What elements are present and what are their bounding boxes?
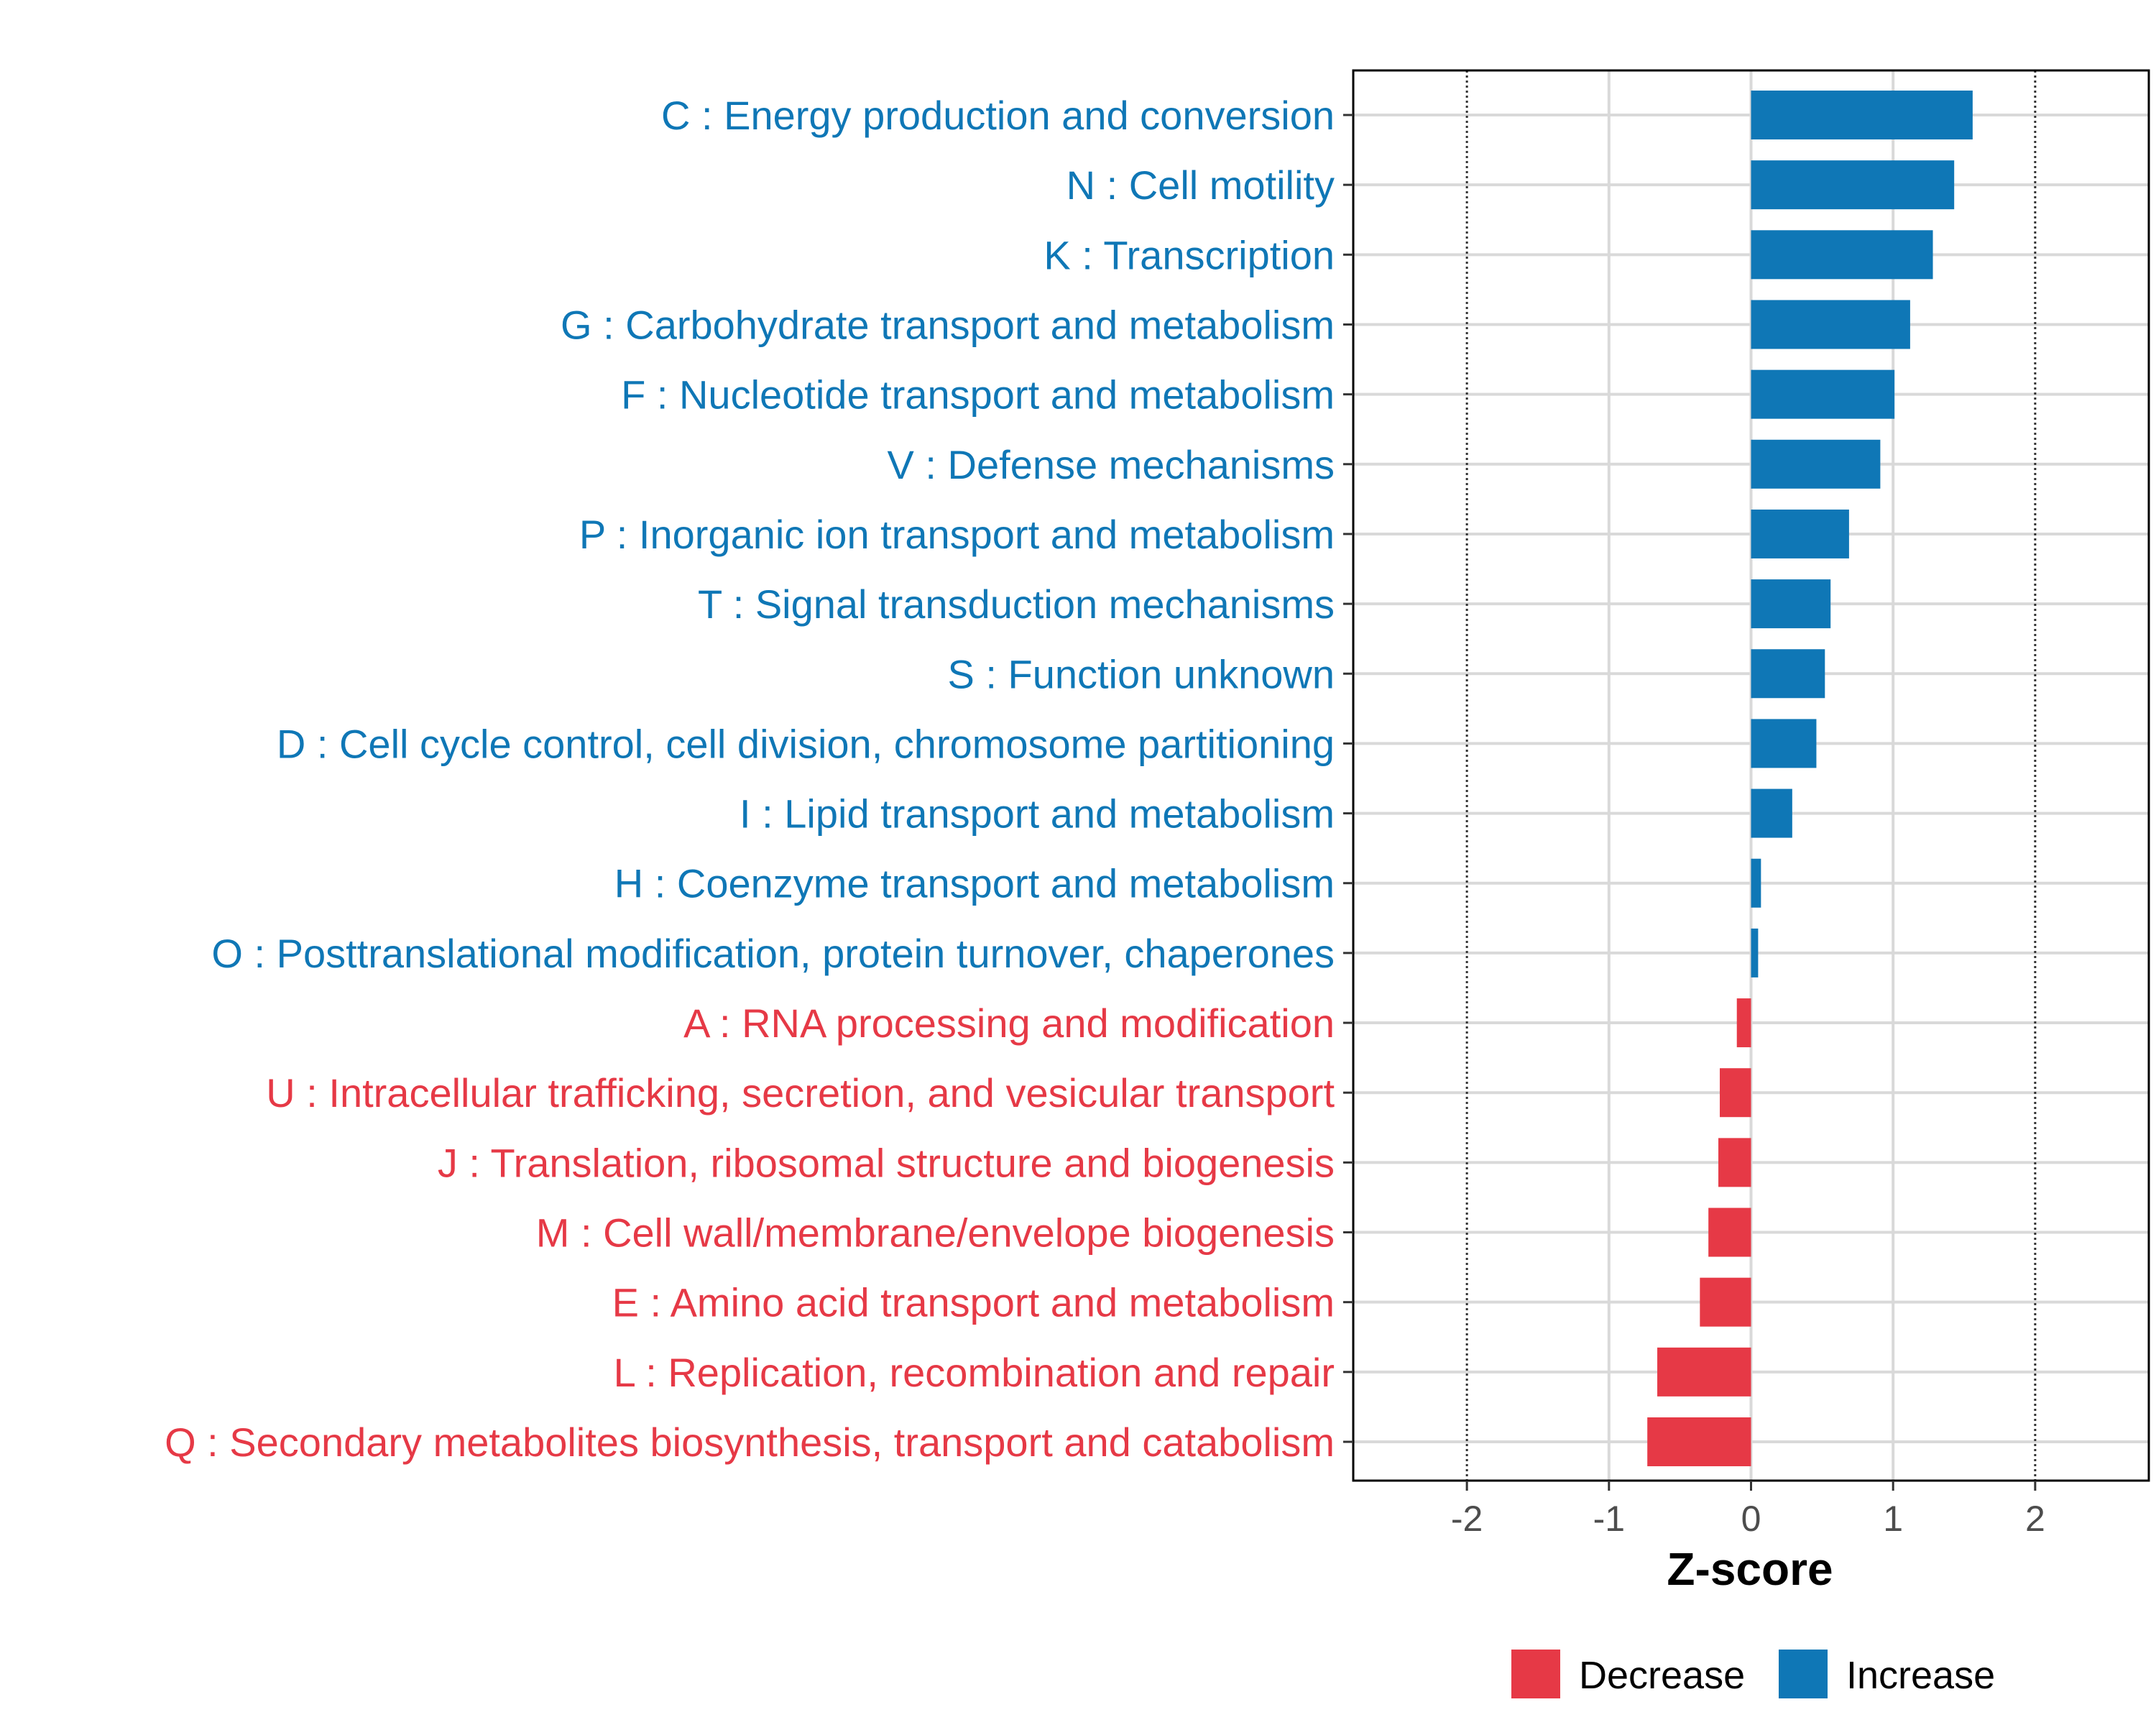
category-label: U : Intracellular trafficking, secretion…: [266, 1070, 1335, 1116]
bar: [1736, 998, 1751, 1048]
category-label: G : Carbohydrate transport and metabolis…: [561, 302, 1335, 347]
category-label: J : Translation, ribosomal structure and…: [438, 1140, 1335, 1185]
bar: [1751, 300, 1910, 349]
bar: [1751, 579, 1831, 629]
bar: [1720, 1068, 1751, 1118]
category-label: I : Lipid transport and metabolism: [740, 791, 1335, 837]
bar: [1700, 1277, 1751, 1327]
bar: [1751, 230, 1933, 280]
bar: [1751, 91, 1973, 139]
bar: [1751, 928, 1759, 978]
category-label: F : Nucleotide transport and metabolism: [621, 372, 1335, 418]
legend-label-increase: Increase: [1846, 1654, 1995, 1697]
bar: [1751, 719, 1817, 768]
x-tick-label: -2: [1451, 1499, 1483, 1539]
bar: [1751, 649, 1825, 699]
x-tick-label: 0: [1741, 1499, 1761, 1539]
category-label: P : Inorganic ion transport and metaboli…: [579, 512, 1335, 557]
legend: Decrease Increase: [1511, 1650, 1995, 1698]
x-axis-ticks: -2 -1 0 1 2: [1451, 1481, 2045, 1539]
y-axis-labels: C : Energy production and conversion N : …: [165, 93, 1335, 1465]
category-label: Q : Secondary metabolites biosynthesis, …: [165, 1420, 1335, 1465]
bar: [1751, 788, 1792, 838]
category-label: O : Posttranslational modification, prot…: [211, 931, 1335, 976]
legend-label-decrease: Decrease: [1579, 1654, 1745, 1697]
legend-swatch-decrease: [1511, 1650, 1560, 1698]
bar: [1718, 1138, 1751, 1187]
bar: [1647, 1417, 1751, 1466]
bar: [1751, 439, 1881, 489]
legend-swatch-increase: [1779, 1650, 1828, 1698]
category-label: V : Defense mechanisms: [888, 442, 1335, 487]
bars: [1647, 91, 1973, 1466]
x-axis-title: Z-score: [1667, 1543, 1833, 1595]
category-label: S : Function unknown: [947, 651, 1335, 696]
reference-lines: [1465, 70, 2037, 1481]
bar: [1751, 160, 1955, 210]
x-tick-label: -1: [1593, 1499, 1625, 1539]
category-label: T : Signal transduction mechanisms: [698, 581, 1335, 627]
bar: [1657, 1347, 1751, 1397]
category-label: E : Amino acid transport and metabolism: [612, 1280, 1335, 1325]
y-axis-ticks: [1343, 114, 1353, 1443]
category-label: H : Coenzyme transport and metabolism: [614, 861, 1335, 906]
x-tick-label: 1: [1883, 1499, 1903, 1539]
x-tick-label: 2: [2025, 1499, 2045, 1539]
category-label: C : Energy production and conversion: [661, 93, 1335, 138]
category-label: D : Cell cycle control, cell division, c…: [277, 721, 1335, 766]
category-label: N : Cell motility: [1067, 162, 1335, 208]
bar: [1751, 858, 1761, 908]
category-label: K : Transcription: [1044, 232, 1335, 277]
category-label: L : Replication, recombination and repai…: [614, 1350, 1335, 1395]
bar: [1708, 1208, 1751, 1257]
bar: [1751, 369, 1895, 419]
bar: [1751, 509, 1849, 558]
category-label: A : RNA processing and modification: [683, 1000, 1335, 1046]
category-label: M : Cell wall/membrane/envelope biogenes…: [536, 1210, 1335, 1256]
